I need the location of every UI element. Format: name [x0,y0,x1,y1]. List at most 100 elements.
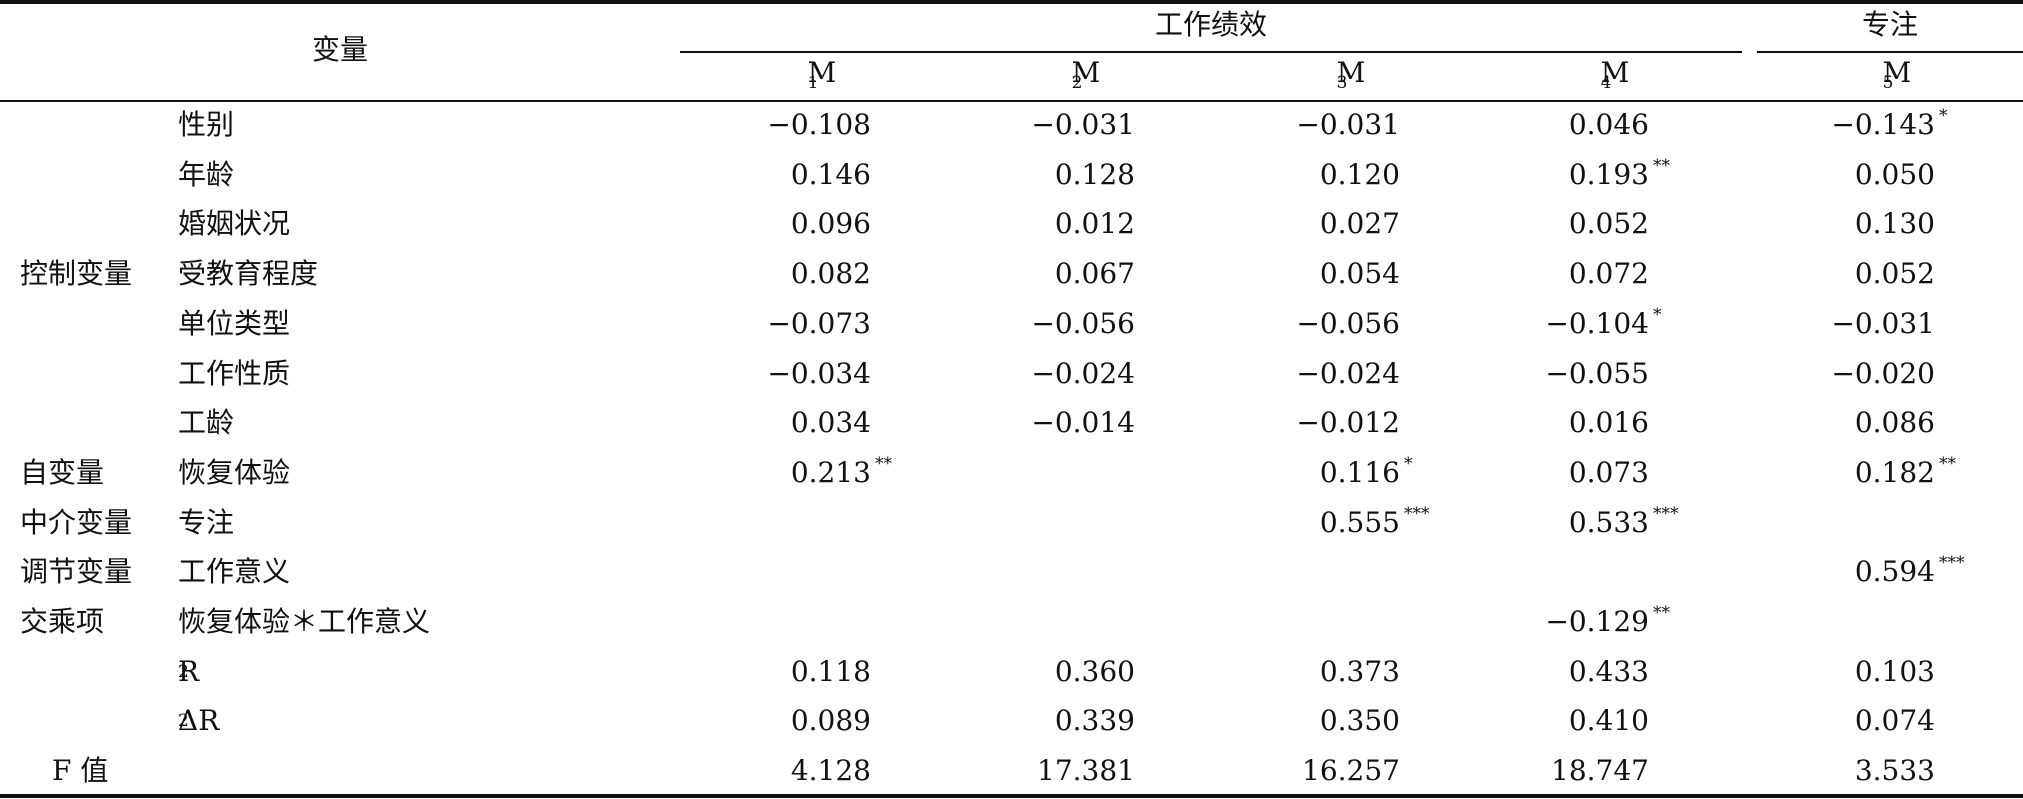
cell-value: −0.056 [1296,306,1400,340]
cell-value: −0.012 [1296,406,1400,440]
cell-value: −0.031 [1031,108,1135,141]
cell-value: 0.193 [1568,157,1649,191]
significance: ** [1653,603,1670,623]
cell-value: 0.373 [1319,654,1400,688]
cell-value: −0.034 [767,356,871,390]
variable-sup: 2 [178,661,189,682]
cell-value: 16.257 [1302,754,1400,788]
variable-text: 恢复体验＊工作意义 [178,605,431,638]
cell-value: −0.108 [767,108,871,141]
variable-text: 单位类型 [178,306,291,340]
cell-value: 0.103 [1854,654,1935,688]
cell-value: 0.096 [790,207,871,241]
model-sub: 5 [1882,73,1894,93]
cell-value: −0.055 [1545,356,1649,390]
variable-header: 变量 [311,33,368,66]
cell-value: 0.118 [790,654,871,688]
top-rule [0,0,2023,4]
variable-text: 性别 [178,108,235,141]
group-label: F 值 [52,754,109,788]
cell-value: −0.073 [767,306,871,340]
cell-value: 0.089 [790,704,871,738]
model-sub: 4 [1600,73,1612,93]
cell-value: 0.082 [790,257,871,291]
group-header: 专注 [1861,8,1918,41]
significance: * [1404,453,1413,474]
significance: ** [1939,453,1956,474]
significance: * [1939,106,1948,126]
cell-value: −0.020 [1831,356,1935,390]
variable-name: ΔR 2 [178,704,219,746]
group-label: 控制变量 [20,257,133,291]
cell-value: 0.116 [1319,455,1400,489]
cell-value: 4.128 [790,754,871,788]
cell-value: 0.016 [1568,406,1649,440]
variable-text: 年龄 [178,157,235,191]
cell-value: 0.128 [1054,157,1135,191]
model-base: M [1336,56,1366,89]
significance: ** [1653,155,1670,176]
cell-value: 0.050 [1854,157,1935,191]
cell-value: 0.073 [1568,455,1649,489]
variable-text: 恢复体验 [178,455,291,489]
cell-value: 0.067 [1054,257,1135,291]
significance: ** [875,453,892,474]
cell-value: 0.350 [1319,704,1400,738]
cell-value: 0.555 [1319,505,1400,539]
cell-value: −0.143 [1831,108,1935,141]
group-label: 调节变量 [20,555,133,589]
cell-value: −0.031 [1831,306,1935,340]
cell-value: −0.104 [1545,306,1649,340]
cell-value: −0.056 [1031,306,1135,340]
variable-sup: 2 [178,711,189,732]
variable-text: 专注 [178,505,235,539]
model-sub: 3 [1336,73,1348,93]
cell-value: 0.086 [1854,406,1935,440]
cell-value: 0.012 [1054,207,1135,241]
group-label: 自变量 [20,455,105,489]
cell-value: 0.130 [1854,207,1935,241]
cell-value: −0.014 [1031,406,1135,440]
cell-value: −0.024 [1296,356,1400,390]
cell-value: 0.213 [790,455,871,489]
cell-value: 0.339 [1054,704,1135,738]
cell-value: 0.410 [1568,704,1649,738]
cell-value: 17.381 [1037,754,1135,788]
variable-text: 工龄 [178,406,235,440]
cell-value: 0.034 [790,406,871,440]
group-header: 工作绩效 [1154,8,1267,41]
cell-value: 0.074 [1854,704,1935,738]
cell-value: 18.747 [1551,754,1649,788]
model-base: M [1882,56,1912,89]
cell-value: 0.052 [1568,207,1649,241]
significance: * [1653,304,1662,325]
model-base: M [1071,56,1101,89]
cell-value: 0.054 [1319,257,1400,291]
variable-text: R [178,654,200,688]
group-label: 交乘项 [20,605,105,638]
model-base: M [1600,56,1630,89]
variable-text: ΔR [178,704,220,738]
cell-value: 0.052 [1854,257,1935,291]
variable-text: 工作性质 [178,356,291,390]
group-label: 中介变量 [20,505,133,539]
model-sub: 1 [807,73,819,93]
group-rule [680,51,1742,53]
significance: *** [1653,503,1679,524]
variable-text: 受教育程度 [178,257,319,291]
cell-value: 0.046 [1568,108,1649,141]
model-base: M [807,56,837,89]
cell-value: 0.072 [1568,257,1649,291]
bottom-rule [0,794,2023,798]
cell-value: 0.027 [1319,207,1400,241]
header-rule [0,100,2023,102]
cell-value: 0.533 [1568,505,1649,539]
significance: *** [1404,503,1430,524]
cell-value: −0.129 [1545,605,1649,638]
cell-value: 0.360 [1054,654,1135,688]
